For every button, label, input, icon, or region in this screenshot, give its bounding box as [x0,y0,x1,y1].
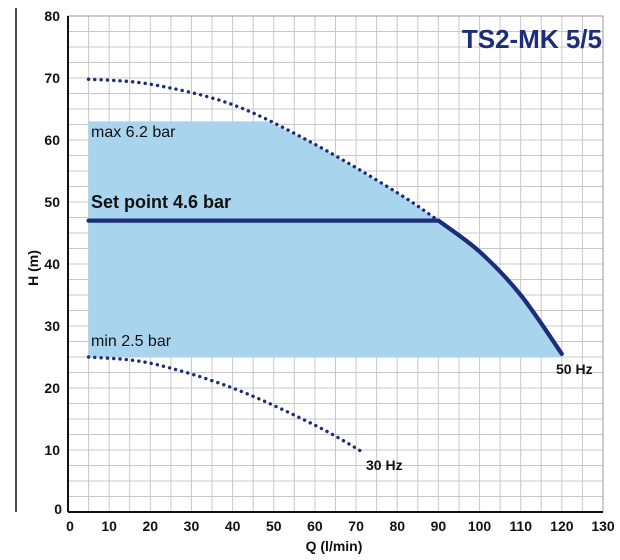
x-tick-label: 90 [431,518,447,534]
x-tick-label: 80 [389,518,405,534]
x-tick-label: 110 [509,518,532,534]
setpoint-label: Set point 4.6 bar [91,192,231,212]
max-pressure-label: max 6.2 bar [91,124,176,141]
label-30hz: 30 Hz [366,457,403,473]
curve-50hz-solid [436,218,564,356]
y-tick-label: 70 [44,70,60,86]
x-tick-label: 10 [101,518,117,534]
x-tick-label: 30 [184,518,200,534]
y-axis-title: H (m) [25,250,41,286]
chart-title: TS2-MK 5/5 [462,24,602,54]
y-tick-label: 20 [44,380,60,396]
curve-50hz-dotted [86,77,441,223]
curve-30hz-dotted [86,355,367,455]
y-tick-label: 60 [44,132,60,148]
y-tick-label: 10 [44,442,60,458]
x-axis-title: Q (l/min) [306,538,363,554]
x-tick-label: 20 [143,518,159,534]
x-tick-label: 70 [348,518,364,534]
y-tick-label: 0 [54,501,62,517]
x-tick-label: 120 [550,518,574,534]
x-tick-label: 130 [591,518,615,534]
labels: TS2-MK 5/5 max 6.2 bar Set point 4.6 bar… [25,24,602,554]
series-group [86,77,564,455]
y-tick-label: 30 [44,318,60,334]
pressure-band [88,121,562,358]
min-pressure-label: min 2.5 bar [91,333,172,350]
axes: 0 10 20 30 40 50 60 70 80 90 100 110 120 130 0 10 20 30 40… [44,8,614,534]
y-tick-label: 40 [44,256,60,272]
y-tick-label: 50 [44,194,60,210]
x-tick-label: 100 [468,518,492,534]
x-tick-label: 40 [225,518,241,534]
x-tick-label: 50 [266,518,282,534]
x-tick-label: 0 [66,518,74,534]
x-tick-label: 60 [307,518,323,534]
y-tick-label: 80 [44,8,60,24]
pressure-band-area [88,121,562,358]
label-50hz: 50 Hz [556,361,593,377]
